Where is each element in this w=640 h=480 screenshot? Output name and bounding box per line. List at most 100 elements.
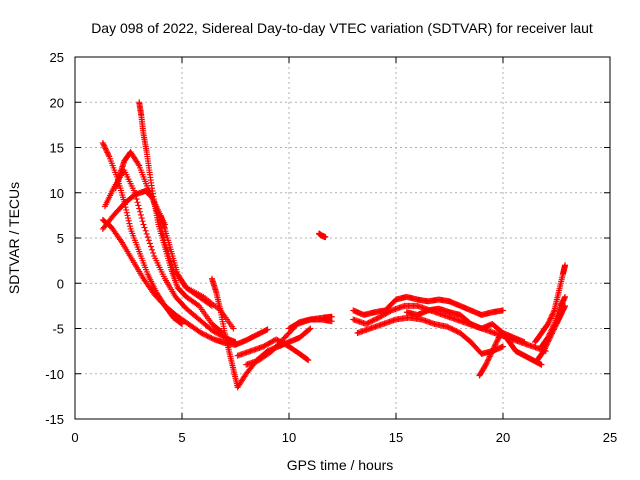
data-point	[485, 356, 492, 363]
data-point	[266, 339, 273, 346]
data-point	[99, 139, 106, 146]
series-track-o	[354, 314, 506, 357]
data-point	[283, 333, 290, 340]
data-point	[548, 312, 555, 319]
data-point	[545, 319, 552, 326]
plot-frame	[74, 56, 611, 420]
data-point	[280, 335, 287, 342]
data-point	[143, 230, 150, 237]
data-point	[104, 149, 111, 156]
chart-title: Day 098 of 2022, Sidereal Day-to-day VTE…	[91, 20, 593, 36]
x-tick-label: 25	[603, 430, 617, 445]
data-point	[487, 352, 494, 359]
data-point	[145, 237, 152, 244]
data-point	[546, 330, 553, 337]
data-point	[126, 220, 133, 227]
data-point	[377, 313, 384, 320]
data-point	[545, 333, 552, 340]
data-point	[124, 212, 131, 219]
data-point	[492, 341, 499, 348]
data-point	[488, 349, 495, 356]
data-point	[562, 293, 569, 300]
data-point	[546, 331, 553, 338]
data-point	[489, 346, 496, 353]
data-point	[265, 340, 272, 347]
data-point	[375, 314, 382, 321]
data-point	[277, 338, 284, 345]
data-point	[149, 246, 156, 253]
data-point	[283, 342, 290, 349]
data-point	[270, 337, 277, 344]
data-point	[493, 338, 500, 345]
data-point	[493, 339, 500, 346]
data-point	[135, 161, 142, 168]
data-point	[484, 358, 491, 365]
data-point	[126, 223, 133, 230]
data-point	[208, 302, 215, 309]
series-track-q	[476, 330, 545, 379]
data-point	[486, 354, 493, 361]
data-point	[147, 243, 154, 250]
data-point	[544, 320, 551, 327]
data-point	[104, 150, 111, 157]
data-point	[322, 234, 329, 241]
data-point	[541, 346, 548, 353]
data-point	[281, 334, 288, 341]
data-point	[307, 325, 314, 332]
data-point	[500, 307, 506, 314]
x-tick-label: 5	[178, 430, 185, 445]
data-point	[133, 196, 140, 203]
data-point	[142, 227, 149, 234]
series-track-i	[234, 336, 312, 364]
x-axis-label: GPS time / hours	[287, 457, 394, 473]
data-point	[449, 326, 456, 333]
y-tick-label: 10	[50, 186, 64, 201]
data-point	[139, 218, 146, 225]
data-point	[491, 344, 498, 351]
data-point	[484, 357, 491, 364]
series-track-k	[286, 316, 335, 332]
data-point	[544, 334, 551, 341]
data-point	[490, 345, 497, 352]
data-point	[200, 331, 207, 338]
data-point	[364, 320, 371, 327]
data-point	[446, 324, 453, 331]
data-point	[369, 317, 376, 324]
data-point	[365, 319, 372, 326]
data-point	[279, 337, 286, 344]
data-point	[548, 327, 555, 334]
series-track-t	[538, 293, 569, 350]
data-point	[538, 361, 545, 368]
y-tick-label: 15	[50, 141, 64, 156]
data-point	[548, 326, 555, 333]
data-point	[270, 346, 277, 353]
data-point	[268, 348, 275, 355]
data-point	[373, 315, 380, 322]
data-point	[483, 360, 490, 367]
data-point	[482, 361, 489, 368]
series-track-g	[157, 212, 215, 309]
data-point	[134, 199, 141, 206]
data-point	[372, 316, 379, 323]
data-point	[452, 327, 459, 334]
data-point	[550, 310, 557, 317]
data-point	[549, 325, 556, 332]
x-tick-label: 15	[389, 430, 403, 445]
data-point	[202, 331, 209, 338]
data-point	[140, 221, 147, 228]
data-point	[125, 215, 132, 222]
data-point	[387, 308, 394, 315]
y-tick-labels: -15 -10 -5 0 5 10 15 20 25	[45, 50, 64, 427]
data-point	[262, 342, 269, 349]
data-point	[198, 330, 205, 337]
data-point	[282, 341, 289, 348]
data-point	[137, 211, 144, 218]
x-tick-label: 10	[282, 430, 296, 445]
data-point	[445, 324, 452, 331]
y-tick-label: 5	[57, 231, 64, 246]
data-point	[264, 326, 271, 333]
data-point	[205, 333, 212, 340]
data-point	[103, 146, 110, 153]
data-point	[275, 341, 282, 348]
